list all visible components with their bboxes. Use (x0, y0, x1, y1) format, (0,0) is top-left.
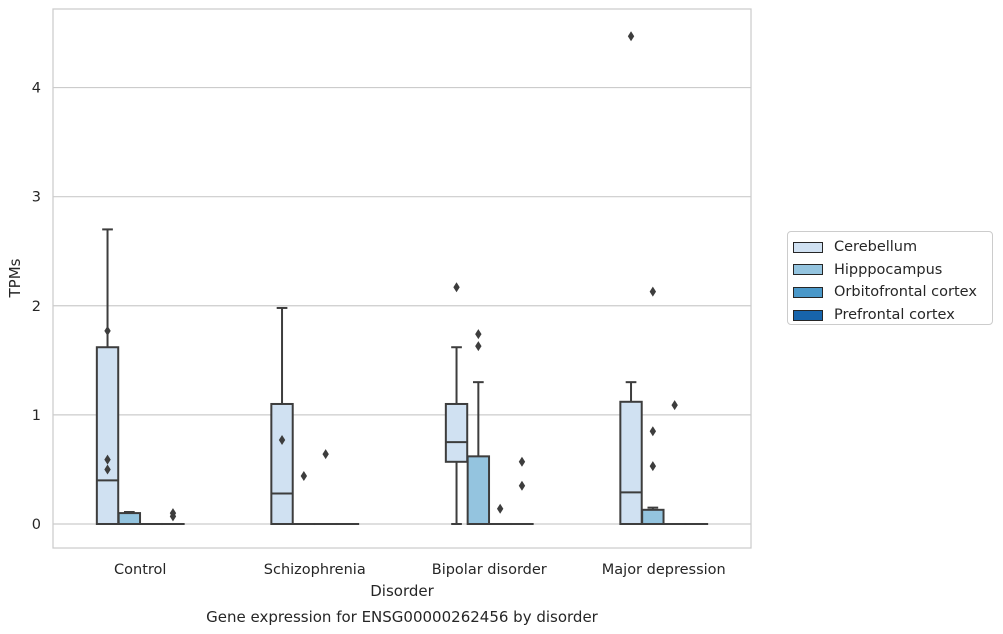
x-tick-label: Bipolar disorder (432, 562, 547, 578)
legend: Cerebellum Hipppocampus Orbitofrontal co… (787, 231, 993, 325)
legend-label: Orbitofrontal cortex (834, 284, 977, 301)
outlier-point (453, 282, 460, 293)
gridlines (53, 86, 751, 525)
box-0-3 (619, 31, 643, 525)
x-axis-label: Disorder (370, 582, 434, 600)
outlier-point (649, 426, 657, 437)
outlier-point (671, 400, 678, 411)
y-tick-label: 3 (32, 190, 41, 206)
outlier-point (649, 286, 657, 297)
y-tick-label: 2 (32, 299, 41, 315)
legend-label: Hipppocampus (834, 261, 943, 278)
box-1-2 (466, 329, 491, 525)
legend-swatch-hippocampus (793, 264, 823, 276)
legend-item-prefrontal-cortex: Prefrontal cortex (793, 304, 992, 327)
legend-label: Cerebellum (834, 239, 918, 256)
y-tick-label: 1 (32, 408, 41, 424)
outlier-point (649, 461, 657, 472)
box (641, 508, 665, 525)
x-tick-label: Control (114, 562, 166, 578)
legend-item-cerebellum: Cerebellum (793, 236, 992, 259)
outlier-point (104, 325, 111, 336)
plot-frame (52, 8, 752, 549)
box-1-3 (641, 286, 665, 525)
outlier-point (322, 449, 329, 460)
box-0-1 (270, 306, 294, 525)
outlier-point (518, 480, 526, 491)
box (270, 402, 294, 525)
outlier-point (278, 434, 286, 445)
box (95, 346, 120, 525)
box-2-3 (662, 400, 687, 526)
box-2-2 (488, 503, 512, 526)
box (466, 455, 491, 525)
legend-swatch-orbitofrontal-cortex (793, 286, 823, 298)
x-tick-label: Major depression (602, 562, 726, 578)
x-tick-label: Schizophrenia (264, 562, 366, 578)
outlier-point (496, 503, 504, 514)
box-2-1 (313, 449, 338, 526)
chart-title: Gene expression for ENSG00000262456 by d… (206, 608, 599, 626)
outlier-point (300, 470, 308, 481)
box-1-1 (292, 470, 316, 526)
outlier-point (518, 456, 526, 467)
box-1-0 (117, 510, 142, 525)
outlier-point (627, 31, 635, 42)
outlier-point (104, 464, 111, 475)
legend-swatch-prefrontal-cortex (793, 309, 823, 321)
box-0-2 (444, 282, 469, 525)
box (619, 400, 643, 525)
legend-item-orbitofrontal-cortex: Orbitofrontal cortex (793, 281, 992, 304)
legend-label: Prefrontal cortex (834, 307, 955, 324)
box-series (95, 31, 709, 526)
outlier-point (475, 329, 482, 340)
box-0-0 (95, 228, 120, 525)
y-tick-labels: 0 1 2 3 4 (32, 81, 41, 533)
x-tick-labels: Control Schizophrenia Bipolar disorder Majo… (114, 562, 726, 578)
box (117, 512, 142, 525)
legend-swatch-cerebellum (793, 241, 823, 253)
outlier-point (169, 511, 177, 522)
box-3-0 (161, 508, 185, 526)
box-3-2 (510, 456, 534, 526)
outlier-point (475, 341, 482, 352)
outlier-point (104, 454, 111, 465)
box (444, 402, 469, 463)
y-tick-label: 4 (32, 81, 41, 97)
y-tick-label: 0 (32, 517, 41, 533)
y-axis-label: TPMs (6, 258, 24, 298)
legend-item-hippocampus: Hipppocampus (793, 259, 992, 282)
